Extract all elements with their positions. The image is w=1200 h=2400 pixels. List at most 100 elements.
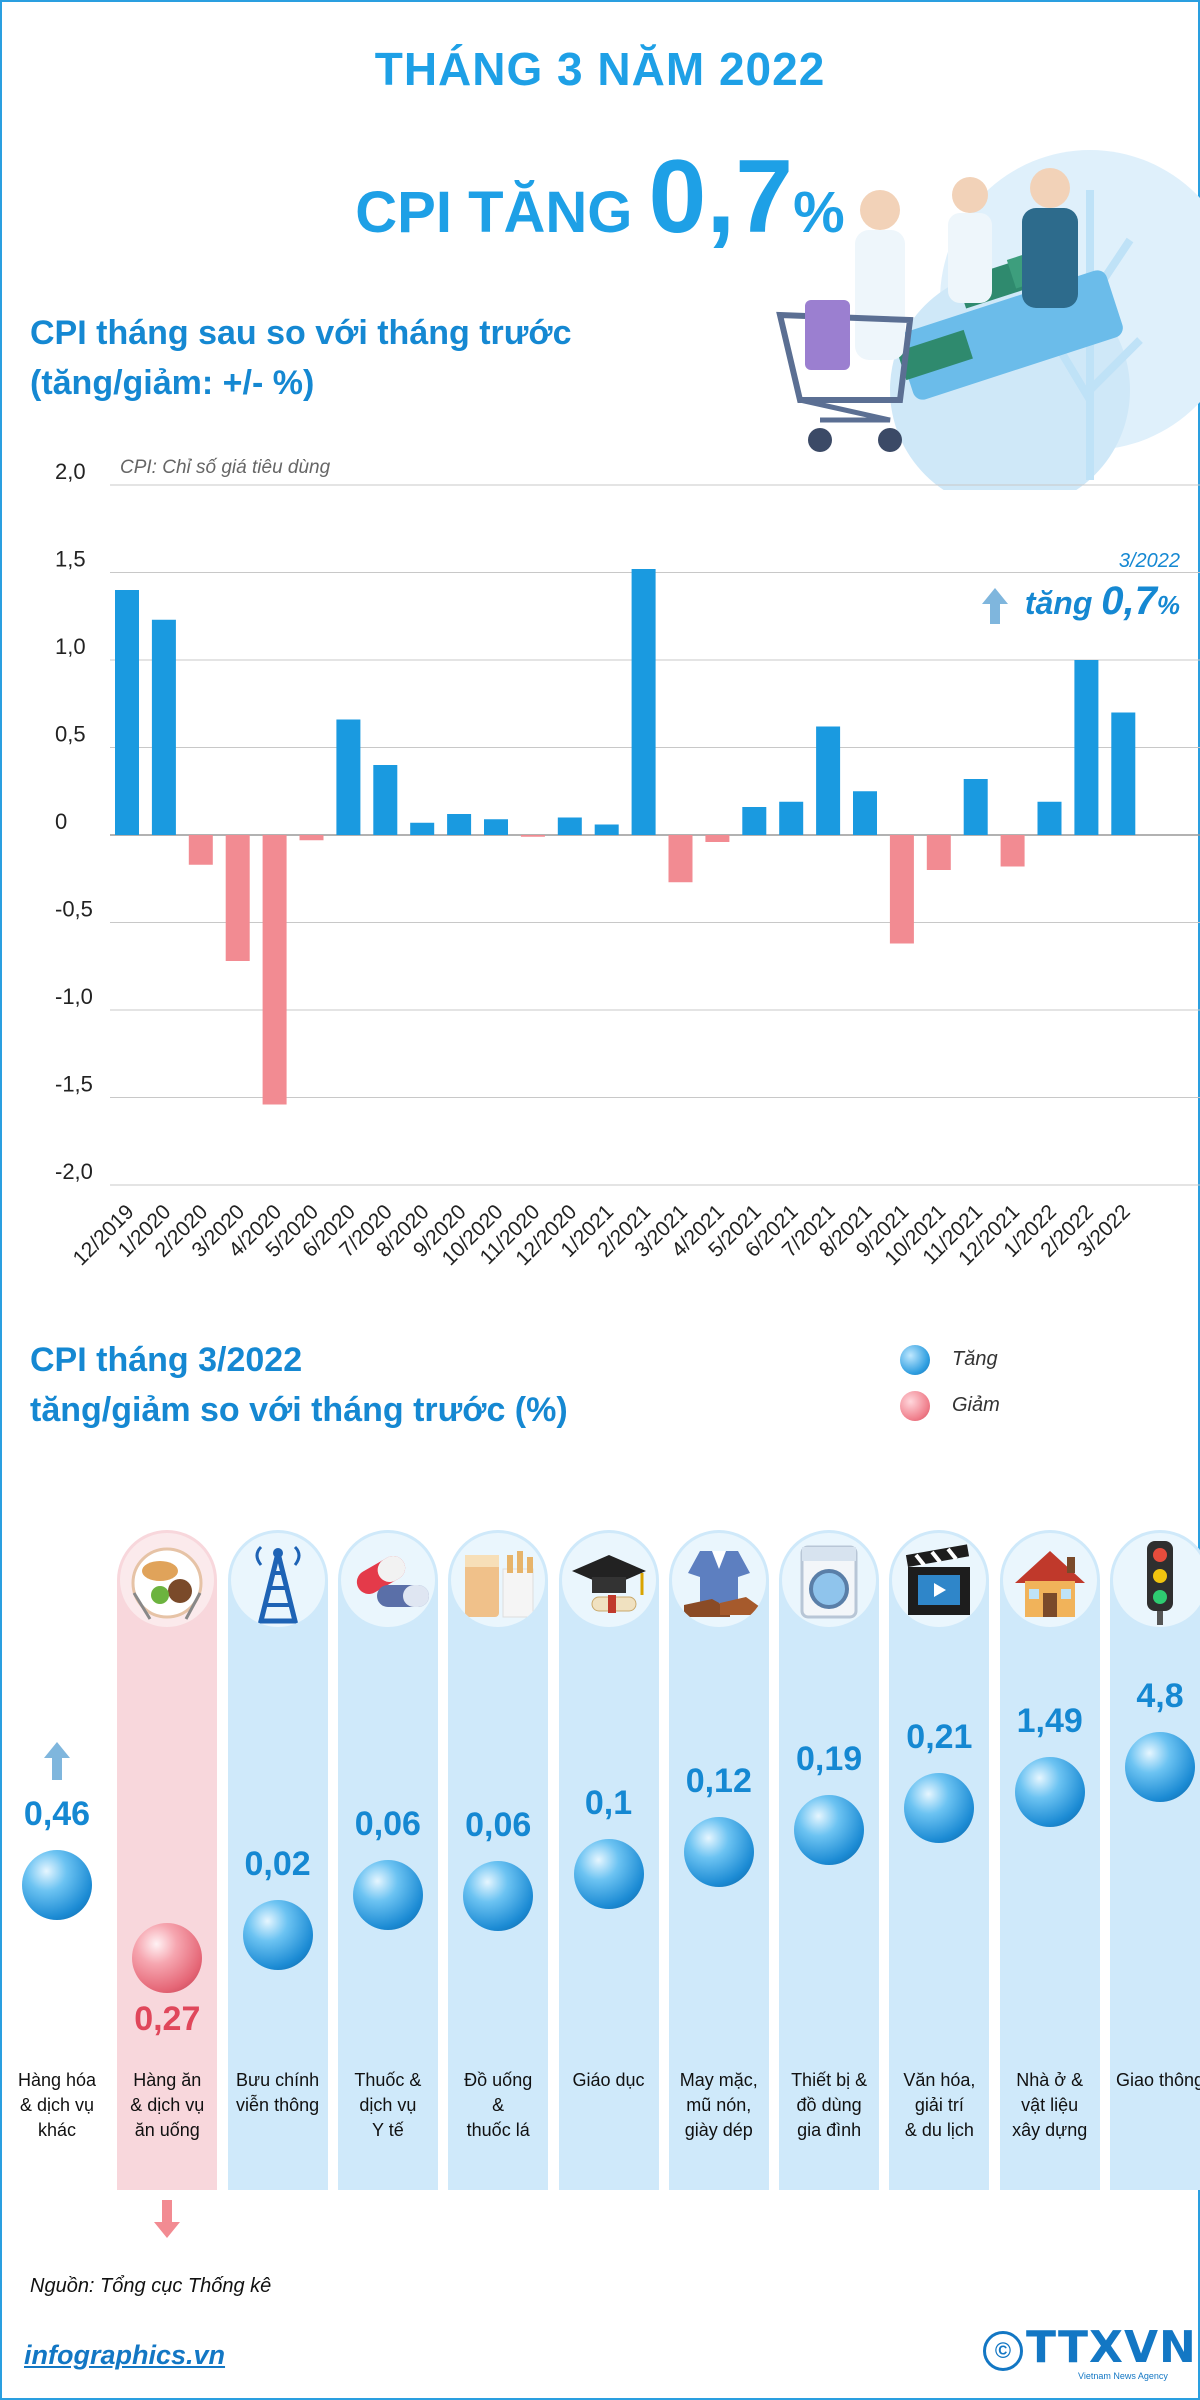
section2-title: CPI tháng 3/2022 tăng/giảm so với tháng …: [30, 1335, 568, 1435]
latest-callout: 3/2022 tăng 0,7%: [980, 550, 1180, 624]
clothing-shoes-icon: [671, 1533, 766, 1627]
up-dot-icon: [900, 1345, 930, 1375]
value-label: 0,27: [134, 2000, 201, 2038]
value-ball: [22, 1850, 92, 1920]
value-ball: [132, 1923, 203, 1993]
bar-9/2020: [447, 814, 472, 835]
headline-unit: %: [793, 180, 845, 245]
washing-machine-icon: [782, 1533, 877, 1627]
category-label: Bưu chính viễn thông: [236, 2070, 320, 2115]
category-label: May mặc, mũ nón, giày dép: [679, 2070, 758, 2140]
bar-3/2022: [1111, 712, 1136, 835]
value-label: 0,1: [584, 1784, 633, 1822]
site-link[interactable]: infographics.vn: [24, 2340, 226, 2370]
medicine-capsule-icon: [340, 1533, 435, 1627]
bar-5/2020: [299, 835, 324, 841]
bar-4/2021: [705, 835, 730, 842]
bar-3/2020: [225, 835, 250, 961]
value-label: 1,49: [1016, 1702, 1083, 1740]
bar-10/2020: [484, 819, 508, 835]
category-column: [117, 1530, 218, 2190]
bar-7/2021: [816, 726, 841, 835]
y-tick-label: 0,5: [55, 722, 86, 747]
callout-label: tăng: [1024, 585, 1102, 621]
bar-6/2021: [779, 801, 804, 835]
category-column: [337, 1530, 438, 2190]
value-ball: [573, 1839, 644, 1909]
y-tick-label: 2,0: [55, 459, 86, 484]
house-icon: [1002, 1533, 1097, 1627]
bar-2/2020: [188, 835, 213, 865]
bar-12/2020: [557, 817, 582, 835]
bar-1/2022: [1037, 801, 1062, 835]
bar-12/2021: [1000, 835, 1025, 867]
value-ball: [794, 1795, 865, 1865]
callout-unit: %: [1156, 590, 1180, 620]
drink-cigarette-icon: [451, 1533, 546, 1627]
clapperboard-icon: [892, 1533, 987, 1627]
bar-8/2021: [853, 791, 877, 835]
value-ball: [463, 1861, 534, 1931]
down-dot-icon: [900, 1391, 930, 1421]
category-label: Nhà ở & vật liệu xây dựng: [1012, 2070, 1088, 2140]
bar-4/2020: [262, 835, 287, 1105]
callout-text: tăng 0,7%: [980, 579, 1180, 624]
section2-title-line1: CPI tháng 3/2022: [30, 1341, 303, 1379]
y-tick-label: 1,0: [55, 634, 86, 659]
arrow-up-icon: [44, 1742, 70, 1780]
source-note: Nguồn: Tổng cục Thống kê: [30, 2275, 272, 2297]
value-ball: [904, 1773, 975, 1843]
bar-9/2021: [889, 835, 914, 944]
bar-7/2020: [373, 765, 398, 835]
y-tick-label: -1,0: [55, 984, 93, 1009]
section1-title: CPI tháng sau so với tháng trước (tăng/g…: [30, 308, 571, 408]
section1-title-line2: (tăng/giảm: +/- %): [30, 364, 315, 402]
category-column: [889, 1530, 990, 2190]
category-column: [227, 1530, 328, 2190]
arrow-down-icon: [154, 2200, 181, 2238]
cpi-monthly-bar-chart: 2,0 1,5 1,0 0,5 0 -0,5 -1,0 -1,5 -2,0 CPI: Chỉ số…: [55, 457, 1200, 1270]
section1-title-line1: CPI tháng sau so với tháng trước: [30, 314, 572, 352]
callout-value: 0,7: [1101, 579, 1157, 623]
category-label: Văn hóa, giải trí & du lịch: [903, 2070, 976, 2140]
category-label: Hàng hóa & dịch vụ khác: [17, 2070, 97, 2140]
value-ball: [242, 1900, 313, 1970]
value-label: 4,8: [1136, 1677, 1184, 1715]
y-tick-label: -1,5: [55, 1072, 93, 1097]
headline-value: 0,7: [648, 139, 794, 255]
bar-2/2021: [631, 569, 656, 835]
value-label: 0,06: [354, 1805, 421, 1843]
category-label: Đồ uống & thuốc lá: [464, 2070, 533, 2140]
antenna-tower-icon: [230, 1533, 325, 1627]
bar-12/2019: [115, 590, 139, 835]
arrow-up-icon: [982, 588, 1008, 624]
legend-label-up: Tăng: [952, 1348, 998, 1370]
bar-1/2020: [151, 619, 176, 835]
traffic-light-icon: [1113, 1533, 1200, 1627]
category-label: Giao thông: [1115, 2070, 1200, 2090]
bar-5/2021: [742, 807, 767, 835]
value-ball: [1014, 1757, 1085, 1827]
category-column: [999, 1530, 1100, 2190]
bar-10/2021: [926, 835, 951, 870]
graduation-cap-icon: [561, 1533, 656, 1627]
bar-3/2021: [668, 835, 693, 883]
value-label: 0,19: [796, 1740, 863, 1778]
value-label: 0,02: [244, 1845, 311, 1883]
value-ball: [352, 1860, 423, 1930]
y-tick-label: -2,0: [55, 1159, 93, 1184]
category-column: [1110, 1530, 1200, 2190]
bar-2/2022: [1074, 660, 1099, 835]
section2-title-line2: tăng/giảm so với tháng trước (%): [30, 1391, 568, 1429]
chart-note: CPI: Chỉ số giá tiêu dùng: [120, 457, 331, 478]
category-column: [448, 1530, 549, 2190]
headline-cpi: CPI TĂNG 0,7%: [0, 138, 1200, 257]
y-tick-label: 1,5: [55, 547, 86, 572]
category-label: Giáo dục: [572, 2070, 645, 2090]
bar-1/2021: [594, 824, 619, 835]
value-ball: [683, 1817, 754, 1887]
headline-prefix: CPI TĂNG: [355, 180, 649, 245]
value-label: 0,06: [465, 1806, 532, 1844]
copyright-icon: ©: [983, 2331, 1023, 2371]
